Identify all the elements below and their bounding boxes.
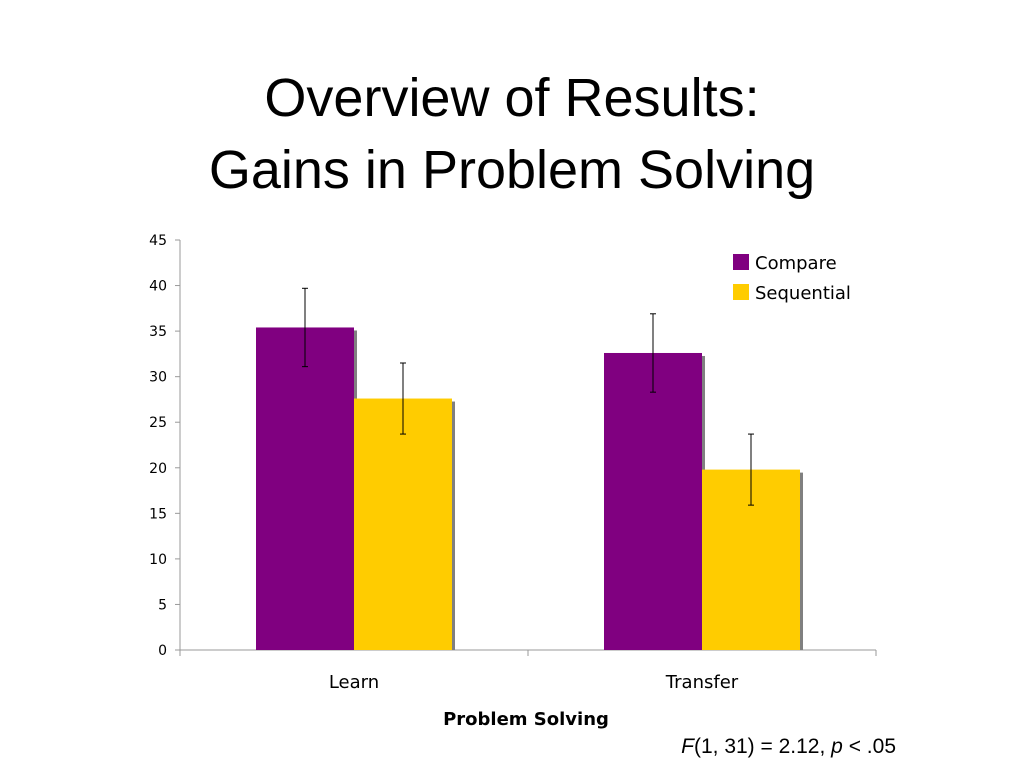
- y-tick-label: 25: [149, 415, 167, 431]
- legend-swatch: [733, 254, 749, 270]
- x-category-label: Transfer: [665, 672, 739, 693]
- y-tick-label: 40: [149, 279, 167, 295]
- bar-sequential-learn: [354, 398, 452, 650]
- x-axis-title: Problem Solving: [443, 709, 609, 730]
- bar-compare-learn: [256, 327, 354, 650]
- bar-compare-transfer: [604, 352, 702, 650]
- slide-title: Overview of Results: Gains in Problem So…: [0, 62, 1024, 206]
- slide-title-line-2: Gains in Problem Solving: [208, 140, 816, 200]
- slide-title-line-1: Overview of Results:: [264, 68, 760, 128]
- y-tick-label: 30: [149, 370, 167, 386]
- stat-f-symbol: F: [681, 735, 694, 758]
- y-tick-label: 15: [149, 506, 167, 522]
- stat-f-values: (1, 31) = 2.12,: [693, 735, 826, 758]
- stat-p-value: < .05: [848, 735, 896, 758]
- y-tick-label: 45: [149, 233, 167, 249]
- y-tick-label: 20: [149, 461, 167, 477]
- legend-label: Compare: [755, 253, 837, 274]
- y-tick-label: 0: [158, 643, 167, 659]
- legend-swatch: [733, 284, 749, 300]
- legend-label: Sequential: [755, 283, 851, 304]
- statistics-note: F(1, 31) = 2.12, p < .05: [681, 735, 896, 759]
- y-tick-label: 35: [149, 324, 167, 340]
- y-tick-label: 5: [158, 597, 167, 613]
- y-tick-label: 10: [149, 552, 167, 568]
- x-category-label: Learn: [329, 672, 379, 693]
- stat-p-symbol: p: [831, 735, 843, 758]
